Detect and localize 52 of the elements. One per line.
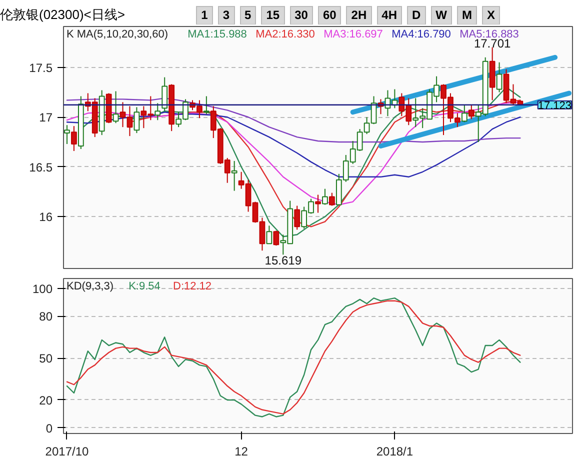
y-tick-label: 100 — [32, 282, 53, 296]
text: MA1:15.988 — [188, 28, 247, 40]
candlestick — [64, 124, 70, 145]
text: M — [456, 6, 477, 26]
candlestick — [322, 188, 328, 206]
candlestick — [162, 76, 168, 112]
candlestick — [71, 126, 77, 152]
y-tick-label: 50 — [39, 352, 53, 366]
candlestick — [461, 104, 468, 123]
candlestick — [496, 62, 502, 93]
text: D:12.12 — [173, 280, 212, 292]
text: 30 — [290, 6, 313, 26]
candlestick — [134, 106, 140, 134]
candlestick — [468, 104, 474, 120]
text: MA4:16.790 — [392, 28, 451, 40]
text: D — [406, 6, 426, 26]
candlestick — [231, 160, 238, 192]
text: MA2:16.330 — [256, 28, 315, 40]
annotation: 15.619 — [264, 254, 302, 268]
legend-title: K MA(5,10,20,30,60) — [66, 28, 168, 40]
text: W — [430, 6, 452, 26]
candlestick — [294, 205, 300, 230]
text: 4H — [376, 6, 402, 26]
text: K:9.54 — [128, 280, 160, 292]
y-tick-label: 20 — [39, 393, 53, 408]
text: MA3:16.697 — [324, 28, 383, 40]
y-tick-label: 80 — [39, 310, 53, 324]
text: 60 — [318, 6, 342, 26]
candlestick — [204, 96, 210, 115]
candlestick — [273, 230, 280, 246]
text: 3 — [218, 6, 235, 26]
x-tick-label: 2018/1 — [376, 444, 414, 458]
y-tick-label: 17.5 — [29, 60, 53, 75]
y-tick-label: 0 — [46, 421, 53, 436]
y-tick-label: 17 — [39, 110, 53, 125]
candlestick — [112, 90, 119, 124]
text: X — [482, 6, 500, 26]
x-tick-label: 2017/10 — [45, 444, 89, 458]
text: 5 — [240, 6, 256, 26]
text: 15 — [261, 6, 285, 26]
y-tick-label: 16.5 — [29, 160, 53, 174]
text: 1 — [196, 6, 213, 26]
y-tick-label: 16 — [39, 210, 53, 224]
candlestick — [154, 102, 161, 121]
candlestick — [266, 225, 272, 244]
line-series — [66, 112, 521, 178]
candlestick — [315, 194, 321, 214]
x-tick-label: 12 — [234, 444, 248, 458]
legend-title: KD(9,3,3) — [66, 280, 114, 292]
text: 2H — [346, 6, 372, 26]
candlestick — [329, 192, 335, 206]
chart-title: 伦敦银(02300)<日线> — [0, 6, 125, 24]
